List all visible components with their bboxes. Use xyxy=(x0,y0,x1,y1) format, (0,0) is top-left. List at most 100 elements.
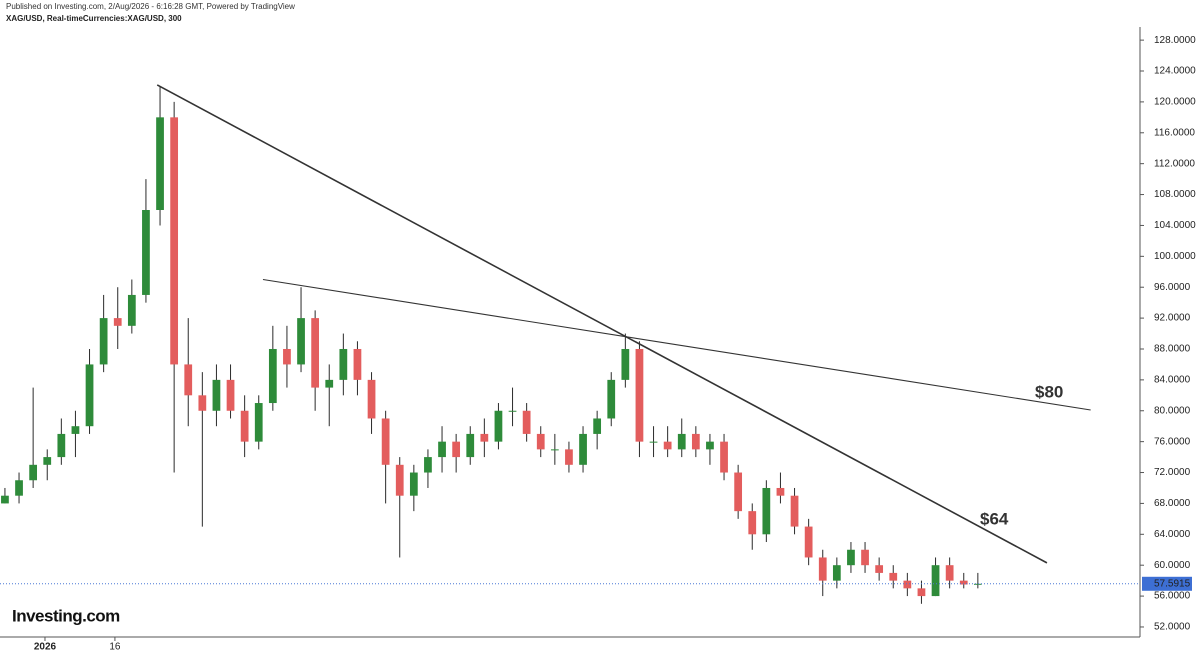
candle-body xyxy=(945,565,954,581)
y-tick-label: 112.0000 xyxy=(1154,158,1195,169)
y-tick-label: 100.0000 xyxy=(1154,251,1196,262)
candle-body xyxy=(57,433,66,458)
candle-body xyxy=(847,549,855,566)
y-tick-label: 52.0000 xyxy=(1154,622,1191,633)
candle-body xyxy=(832,565,841,581)
candle-body xyxy=(875,565,884,573)
candle-body xyxy=(339,348,348,380)
candle-body xyxy=(424,457,432,473)
candle-body xyxy=(170,117,179,365)
candle-body xyxy=(367,379,376,419)
candle-body xyxy=(691,433,700,450)
candle-body xyxy=(565,449,573,465)
x-tick-label: 2026 xyxy=(34,642,57,653)
candle-body xyxy=(677,433,686,450)
x-tick-label: 16 xyxy=(109,642,121,653)
y-tick-label: 124.0000 xyxy=(1154,66,1196,77)
trend-line xyxy=(156,84,1048,564)
candle-body xyxy=(973,583,982,585)
candle-body xyxy=(184,364,193,396)
candle-body xyxy=(311,318,320,388)
y-tick-label: 72.0000 xyxy=(1154,467,1191,478)
candle-body xyxy=(99,318,108,365)
candle-body xyxy=(325,379,334,388)
symbol: XAG/USD, Real-timeCurrencies:XAG/USD, 30… xyxy=(6,14,182,23)
candle-body xyxy=(480,433,489,442)
y-tick-label: 76.0000 xyxy=(1154,436,1191,447)
candle-body xyxy=(240,410,249,442)
candle-body xyxy=(959,580,968,585)
candle-body xyxy=(226,379,235,411)
candle-body xyxy=(212,379,221,411)
candle-body xyxy=(409,472,418,496)
header: Published on Investing.com, 2/Aug/2026 -… xyxy=(6,2,295,11)
annotation: $64 xyxy=(980,509,1009,528)
candle-body xyxy=(607,379,616,419)
candle-body xyxy=(748,511,757,535)
candle-body xyxy=(353,348,362,380)
candle-body xyxy=(550,449,559,451)
candle-body xyxy=(522,410,531,434)
candle-body xyxy=(635,348,644,442)
y-tick-label: 60.0000 xyxy=(1154,560,1191,571)
candle-body xyxy=(29,464,38,481)
candle-body xyxy=(931,565,940,597)
y-tick-label: 80.0000 xyxy=(1154,405,1191,416)
candle-body xyxy=(593,418,602,434)
candle-body xyxy=(508,410,517,412)
candle-body xyxy=(663,441,672,450)
candle-body xyxy=(71,426,80,434)
logo: Investing.com xyxy=(12,606,120,625)
candle-body xyxy=(917,588,926,597)
candle-body xyxy=(395,464,404,496)
candle-body xyxy=(198,395,207,411)
y-tick-label: 56.0000 xyxy=(1154,591,1191,602)
candle-body xyxy=(790,495,799,527)
candle-body xyxy=(127,294,136,326)
candle-body xyxy=(621,348,630,380)
y-tick-label: 120.0000 xyxy=(1154,97,1196,108)
candle-body xyxy=(762,487,771,535)
candle-body xyxy=(1,495,9,504)
candle-body xyxy=(438,441,446,458)
candle-body xyxy=(15,480,23,496)
y-tick-label: 88.0000 xyxy=(1154,344,1191,355)
candle-body xyxy=(85,364,94,427)
last-price-box xyxy=(1142,576,1192,591)
candle-body xyxy=(297,318,305,365)
y-tick-label: 96.0000 xyxy=(1154,282,1191,293)
candle-body xyxy=(804,526,813,558)
candle-body xyxy=(494,410,503,442)
candle-body xyxy=(734,472,743,512)
candle-body xyxy=(903,580,912,589)
candle-body xyxy=(254,403,263,442)
last-price-label: 57.5915 xyxy=(1154,578,1191,589)
annotation: $80 xyxy=(1035,382,1063,401)
candle-body xyxy=(649,441,658,443)
y-tick-label: 108.0000 xyxy=(1154,189,1196,200)
candle-body xyxy=(268,348,277,404)
candle-body xyxy=(579,433,587,465)
y-tick-label: 84.0000 xyxy=(1154,375,1191,386)
candle-body xyxy=(113,318,122,326)
candle-body xyxy=(466,433,475,458)
candle-body xyxy=(720,441,728,473)
candle-body xyxy=(381,418,390,465)
candle-body xyxy=(536,433,545,450)
y-tick-label: 104.0000 xyxy=(1154,220,1196,231)
candle-body xyxy=(156,117,164,210)
y-tick-label: 68.0000 xyxy=(1154,498,1191,509)
candle-body xyxy=(452,441,461,458)
candle-body xyxy=(283,348,291,365)
candle-body xyxy=(861,549,869,566)
y-tick-label: 128.0000 xyxy=(1154,35,1196,46)
candle-body xyxy=(706,441,714,450)
candle-body xyxy=(889,572,898,581)
y-tick-label: 64.0000 xyxy=(1154,529,1191,540)
candle-body xyxy=(142,210,150,295)
candle-body xyxy=(818,557,827,581)
candle-body xyxy=(43,457,52,465)
y-tick-label: 92.0000 xyxy=(1154,313,1191,324)
candle-body xyxy=(776,487,785,496)
